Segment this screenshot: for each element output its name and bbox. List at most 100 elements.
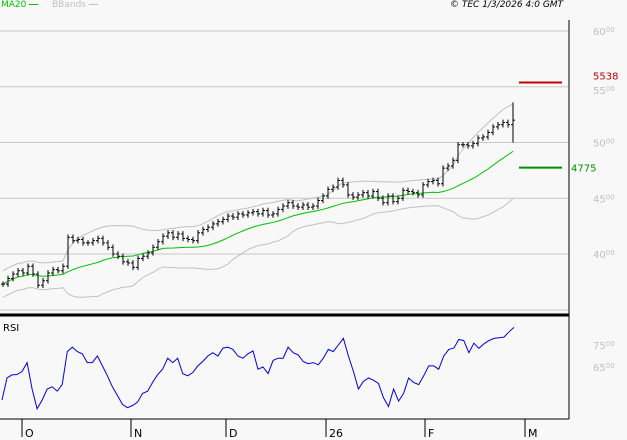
ohlc-bar (91, 237, 95, 246)
legend-bbands-label: BBands (52, 0, 86, 10)
ohlc-bar (426, 178, 430, 188)
ohlc-bar (346, 182, 350, 198)
ohlc-bar (501, 119, 505, 128)
copyright: © TEC 1/3/2026 4:0 GMT (450, 0, 564, 10)
ohlc-bar (101, 235, 105, 246)
rsi-title: RSI (3, 323, 19, 334)
ohlc-bar (121, 253, 125, 265)
legend-bbands-swatch (88, 4, 98, 5)
ohlc-bar (376, 188, 380, 202)
ohlc-bar (456, 141, 460, 164)
ohlc-bar (141, 253, 145, 262)
ohlc-bar (276, 206, 280, 217)
ohlc-bar (206, 224, 210, 233)
month-label: F (428, 427, 434, 440)
rsi-line (1, 327, 515, 411)
ohlc-bar (256, 208, 260, 217)
ohlc-bar (341, 177, 345, 188)
ohlc-bar (71, 234, 75, 244)
ohlc-bar (21, 267, 25, 276)
ohlc-bar (51, 266, 55, 276)
ohlc-bar (196, 230, 200, 244)
ohlc-bar (56, 266, 60, 274)
ma20-line (2, 150, 514, 285)
ohlc-bar (186, 235, 190, 243)
ohlc-bar (76, 236, 80, 244)
ohlc-bar (411, 188, 415, 196)
ohlc-bar (1, 281, 5, 287)
month-label: O (25, 427, 34, 440)
ohlc-bar (106, 240, 110, 251)
ohlc-bar (171, 230, 175, 241)
rsi-tick-label: 6500 (593, 362, 615, 374)
ohlc-bar (296, 203, 300, 210)
ohlc-bar (286, 199, 290, 209)
ohlc-bar (131, 260, 135, 271)
ohlc-bar (271, 211, 275, 218)
ohlc-bar (161, 233, 165, 245)
ohlc-bar (436, 177, 440, 187)
price-tick-label: 4000 (593, 249, 615, 261)
ohlc-bar (26, 263, 30, 276)
ohlc-bar (116, 251, 120, 260)
ohlc-bar (401, 187, 405, 202)
legend-ma20-label: MA20 (1, 0, 27, 10)
ohlc-bar (16, 267, 20, 277)
ohlc-bar (396, 195, 400, 205)
ohlc-bar (181, 231, 185, 242)
ohlc-bar (451, 157, 455, 169)
legend-ma20: MA20 (1, 0, 39, 10)
ohlc-bar (251, 208, 255, 216)
ohlc-bar (266, 207, 270, 218)
ohlc-bar (356, 192, 360, 200)
ohlc-bar (321, 193, 325, 204)
price-level-label: 4775 (571, 164, 596, 175)
ohlc-bar (36, 271, 40, 289)
ohlc-bar (146, 250, 150, 260)
ohlc-bar (216, 218, 220, 227)
ohlc-bar (481, 134, 485, 141)
ohlc-bar (66, 234, 70, 270)
ohlc-bar (291, 199, 295, 209)
ohlc-bar (381, 195, 385, 206)
ohlc-bar (316, 197, 320, 209)
ohlc-bar (486, 129, 490, 140)
ohlc-bar (466, 141, 470, 149)
ohlc-bar (511, 102, 515, 143)
ohlc-bar (246, 209, 250, 218)
price-level-label: 5538 (593, 72, 618, 83)
month-label: 26 (329, 427, 343, 440)
ohlc-bar (366, 189, 370, 199)
price-tick-label: 5000 (593, 138, 615, 150)
ohlc-bar (86, 240, 90, 246)
legend-bbands: BBands (52, 0, 98, 10)
legend-ma20-swatch (29, 4, 39, 5)
ohlc-bar (236, 211, 240, 220)
month-label: N (134, 427, 142, 440)
ohlc-bar (311, 203, 315, 210)
ohlc-bar (61, 263, 65, 274)
ohlc-bar (336, 177, 340, 190)
ohlc-bar (221, 216, 225, 225)
ohlc-bar (371, 188, 375, 199)
price-tick-label: 4500 (593, 193, 615, 205)
ohlc-bar (191, 236, 195, 244)
ohlc-bar (46, 270, 50, 284)
ohlc-bar (491, 124, 495, 136)
ohlc-bar (421, 182, 425, 198)
ohlc-bar (136, 255, 140, 271)
ohlc-bar (31, 263, 35, 277)
price-tick-label: 5500 (593, 85, 615, 97)
ohlc-bar (351, 192, 355, 200)
ohlc-bar (111, 244, 115, 257)
ohlc-bar (241, 211, 245, 218)
ohlc-bar (226, 213, 230, 223)
ohlc-bar (476, 135, 480, 147)
ohlc-bar (331, 184, 335, 193)
month-label: M (528, 427, 538, 440)
ohlc-bar (386, 193, 390, 206)
price-tick-label: 6000 (593, 26, 615, 38)
ohlc-bar (416, 189, 420, 198)
